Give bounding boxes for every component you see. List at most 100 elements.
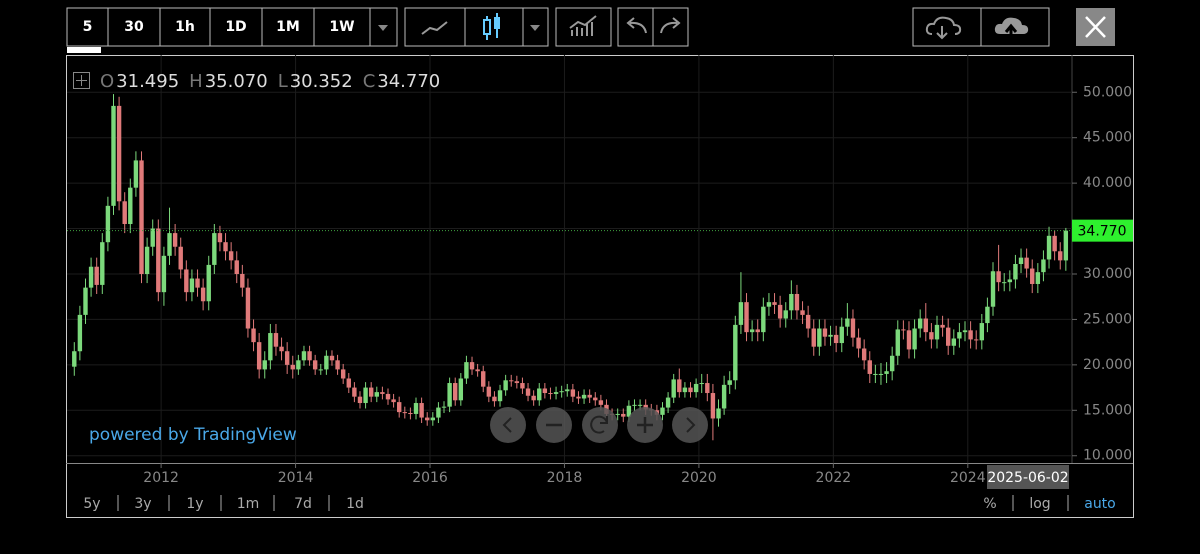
line-style-button[interactable] xyxy=(404,7,466,47)
candles xyxy=(67,94,1072,441)
range-button[interactable]: 5y xyxy=(83,496,100,512)
candle-body xyxy=(548,393,553,395)
ohlc-value: 34.770 xyxy=(377,71,440,92)
undo-button[interactable] xyxy=(617,7,654,47)
candle-body xyxy=(671,379,676,398)
candle-body xyxy=(520,383,525,389)
range-button[interactable]: 7d xyxy=(294,496,312,512)
interval-button[interactable] xyxy=(261,7,315,47)
candle-body xyxy=(755,329,760,333)
candle-body xyxy=(873,373,878,375)
candle-body xyxy=(363,387,368,404)
scroll-left-button[interactable] xyxy=(490,407,526,443)
candle-body xyxy=(486,386,492,397)
interval-button[interactable] xyxy=(107,7,161,47)
right-icon xyxy=(686,417,696,433)
candle-body xyxy=(413,403,419,414)
load-button[interactable] xyxy=(912,7,982,47)
scroll-right-button[interactable] xyxy=(672,407,708,443)
candle-body xyxy=(514,381,520,384)
candle-body xyxy=(553,392,559,394)
candle-body xyxy=(1046,235,1052,260)
candle-body xyxy=(346,378,351,388)
ohlc-value: 31.495 xyxy=(116,71,179,92)
candle-body xyxy=(200,287,206,302)
candle-body xyxy=(990,271,996,307)
candle-body xyxy=(811,328,816,347)
candle-body xyxy=(380,392,385,394)
candle-body xyxy=(122,201,127,225)
candle-body xyxy=(923,318,928,333)
candle-body xyxy=(83,287,88,315)
interval-button[interactable] xyxy=(209,7,263,47)
candle-body xyxy=(979,323,985,341)
candle-body xyxy=(88,266,94,288)
interval-label: 30 xyxy=(124,19,144,35)
range-button[interactable]: 3y xyxy=(134,496,151,512)
candle-icon xyxy=(483,13,500,40)
interval-button[interactable] xyxy=(66,7,109,47)
axes: 10.00015.00020.00025.00030.00035.00040.0… xyxy=(143,84,1133,489)
candle-body xyxy=(766,302,772,307)
candle-body xyxy=(77,314,83,352)
dropdown-arrow xyxy=(378,25,388,31)
reset-icon xyxy=(590,415,608,434)
candle-body xyxy=(565,389,570,392)
redo-button[interactable] xyxy=(652,7,689,47)
candle-body xyxy=(822,328,828,337)
y-tick-label: 45.000 xyxy=(1083,130,1132,146)
candle-body xyxy=(1041,259,1046,273)
candle-body xyxy=(1018,257,1024,264)
candle-body xyxy=(481,371,486,387)
redo-icon xyxy=(660,17,681,34)
candle-body xyxy=(425,417,430,421)
scale-button[interactable]: auto xyxy=(1084,496,1116,512)
range-button[interactable]: 1m xyxy=(237,496,260,512)
ohlc-key: O xyxy=(100,71,114,92)
candle-body xyxy=(901,329,906,331)
reset-button[interactable] xyxy=(582,407,618,443)
candle-body xyxy=(324,355,329,370)
candle-body xyxy=(828,334,833,337)
candle-body xyxy=(1052,235,1057,252)
candle-body xyxy=(537,388,542,401)
candle-body xyxy=(867,360,872,374)
candle-body xyxy=(184,269,189,293)
candle-body xyxy=(559,391,564,393)
candle-body xyxy=(581,394,587,399)
candle-body xyxy=(733,324,738,381)
candle-body xyxy=(951,338,956,346)
candle-body xyxy=(626,405,632,417)
interval-button[interactable] xyxy=(159,7,211,47)
candle-body xyxy=(1030,268,1035,284)
candle-body xyxy=(509,380,514,382)
indicators-button[interactable] xyxy=(555,7,612,47)
candle-body xyxy=(934,324,940,340)
candle-body xyxy=(945,327,951,346)
candle-body xyxy=(1063,230,1069,261)
candle-body xyxy=(240,273,245,288)
candle-body xyxy=(906,330,912,350)
y-tick-label: 50.000 xyxy=(1083,84,1132,100)
candle-body xyxy=(374,392,379,397)
candle-body xyxy=(850,318,856,338)
ohlc-key: C xyxy=(363,71,376,92)
candle-body xyxy=(1013,263,1018,280)
range-button[interactable]: 1d xyxy=(346,496,364,512)
candle-body xyxy=(268,333,273,361)
candle-body xyxy=(1002,282,1007,284)
candle-body xyxy=(430,417,436,421)
candle-body xyxy=(441,406,447,408)
scale-button[interactable]: log xyxy=(1029,496,1050,512)
range-button[interactable]: 1y xyxy=(186,496,203,512)
candle-body xyxy=(335,360,340,370)
indicators-icon xyxy=(569,15,597,36)
candle-body xyxy=(167,233,172,256)
candle-body xyxy=(705,383,710,394)
expand-icon[interactable] xyxy=(73,72,90,89)
candle-body xyxy=(688,387,693,393)
scale-button[interactable]: % xyxy=(983,496,996,512)
left-icon xyxy=(502,417,512,433)
candle-body xyxy=(777,304,783,319)
interval-button[interactable] xyxy=(313,7,371,47)
